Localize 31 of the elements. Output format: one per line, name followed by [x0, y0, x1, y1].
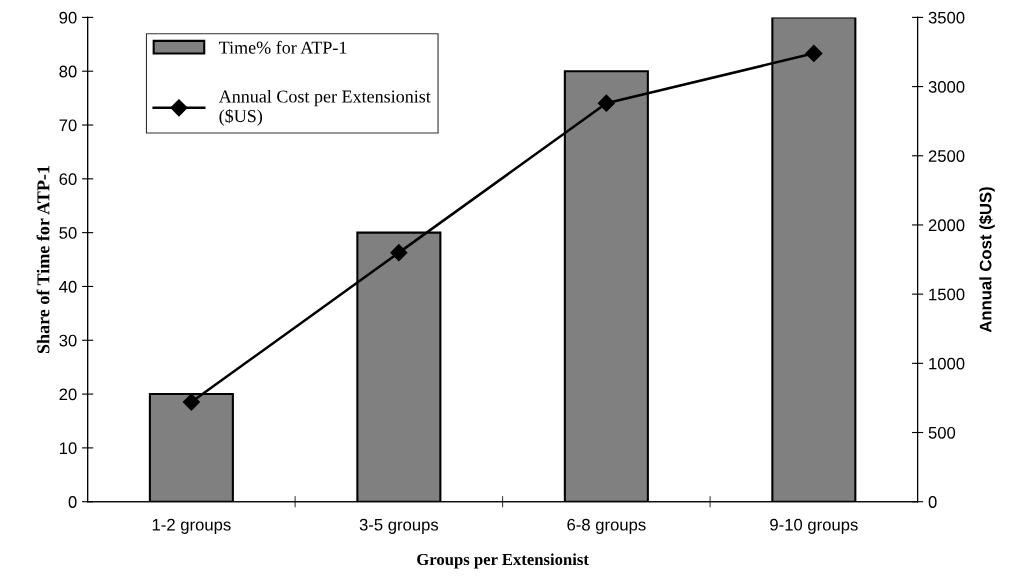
x-tick-label: 1-2 groups	[152, 518, 231, 534]
y2-axis-title: Annual Cost ($US)	[978, 187, 995, 333]
y-tick-label: 70	[59, 119, 77, 132]
y2-tick-label: 2000	[928, 219, 965, 232]
y2-tick-label: 0	[928, 496, 937, 508]
y-tick-label: 40	[59, 280, 77, 293]
y2-tick-label: 2500	[928, 150, 965, 162]
y-tick-label: 60	[59, 173, 77, 186]
y-tick-label: 30	[59, 334, 77, 347]
y-tick-label: 0	[68, 496, 77, 508]
y2-tick-label: 1000	[929, 357, 965, 370]
point	[182, 393, 200, 411]
legend-label: Time% for ATP-1	[219, 40, 347, 54]
y2-tick-label: 500	[928, 426, 956, 439]
x-tick-label: 9-10 groups	[770, 518, 858, 534]
y2-tick-label: 3000	[928, 80, 965, 93]
x-tick-label: 6-8 groups	[567, 518, 646, 534]
point	[390, 244, 408, 262]
y-tick-label: 80	[59, 65, 77, 78]
y-tick-label: 50	[59, 227, 77, 239]
y-tick-label: 90	[59, 11, 77, 24]
y-axis-title: Share of Time for ATP-1	[36, 166, 50, 354]
y-tick-label: 20	[59, 388, 77, 401]
point	[805, 44, 823, 62]
point	[597, 94, 615, 112]
x-tick-label: 3-5 groups	[359, 518, 439, 534]
legend-label: Annual Cost per Extensionist ($US)	[218, 89, 431, 126]
x-axis-title: Groups per Extensionist	[417, 553, 589, 569]
y2-tick-label: 1500	[929, 288, 965, 301]
y-tick-label: 10	[59, 442, 77, 455]
y2-tick-label: 3500	[928, 11, 965, 24]
